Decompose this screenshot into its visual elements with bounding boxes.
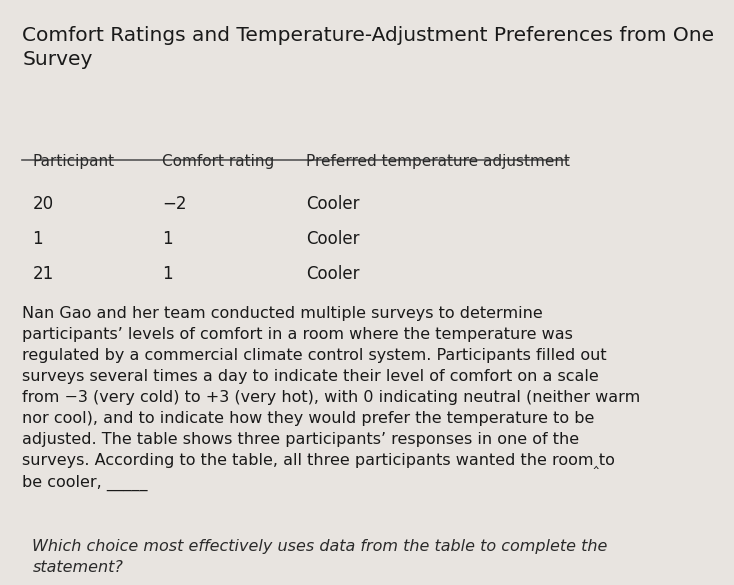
- Text: 20: 20: [32, 195, 54, 214]
- Text: −2: −2: [162, 195, 186, 214]
- Text: Participant: Participant: [32, 154, 115, 170]
- Text: 21: 21: [32, 265, 54, 283]
- Text: 1: 1: [162, 230, 172, 248]
- Text: Nan Gao and her team conducted multiple surveys to determine
participants’ level: Nan Gao and her team conducted multiple …: [22, 306, 641, 491]
- Text: Cooler: Cooler: [306, 195, 360, 214]
- Text: Cooler: Cooler: [306, 265, 360, 283]
- Text: 1: 1: [32, 230, 43, 248]
- Text: 1: 1: [162, 265, 172, 283]
- Text: Preferred temperature adjustment: Preferred temperature adjustment: [306, 154, 570, 170]
- Text: Cooler: Cooler: [306, 230, 360, 248]
- Text: Comfort Ratings and Temperature-Adjustment Preferences from One
Survey: Comfort Ratings and Temperature-Adjustme…: [22, 26, 714, 68]
- Text: Comfort rating: Comfort rating: [162, 154, 275, 170]
- Text: Which choice most effectively uses data from the table to complete the
statement: Which choice most effectively uses data …: [32, 539, 608, 575]
